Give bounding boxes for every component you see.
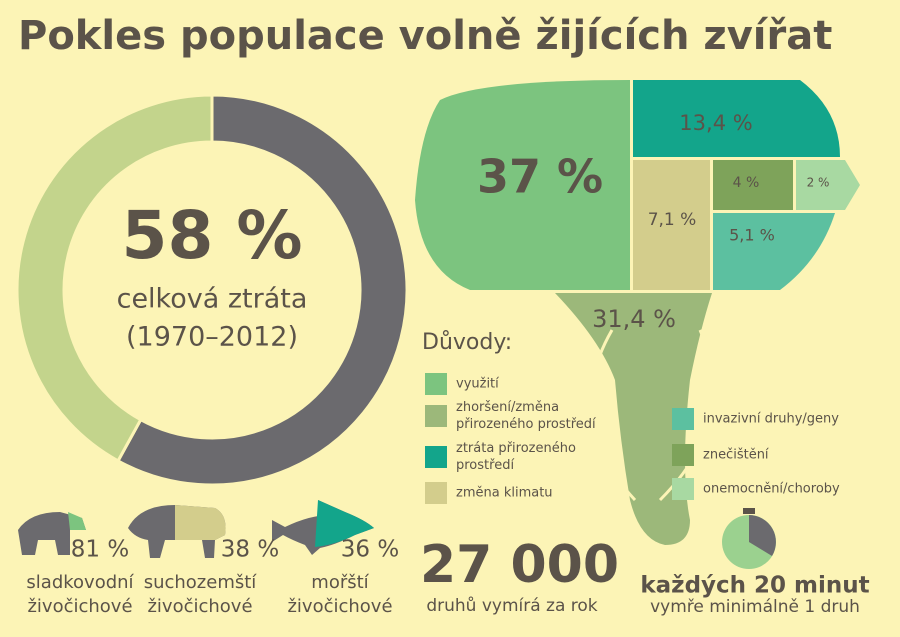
elephant-segment <box>713 160 793 210</box>
group-value: 38 % <box>221 537 279 563</box>
elephant-segment <box>796 160 860 210</box>
group-name: mořští <box>311 572 369 593</box>
donut-rest <box>15 93 214 463</box>
title: Pokles populace volně žijících zvířat <box>18 13 832 59</box>
legend-label: prostředí <box>456 458 514 473</box>
donut-loss <box>116 93 409 487</box>
legend-label: ztráta přirozeného <box>456 441 576 456</box>
group-name: sladkovodní <box>26 572 134 593</box>
group-value: 36 % <box>341 537 399 563</box>
clock-icon <box>722 508 776 569</box>
legend-swatch <box>425 373 447 395</box>
bison-icon <box>128 505 226 558</box>
group-name: suchozemští <box>144 572 258 593</box>
donut-caption: (1970–2012) <box>126 322 298 353</box>
dolphin-icon <box>272 500 374 555</box>
group-name: živočichové <box>27 596 132 617</box>
legend-label: invazivní druhy/geny <box>703 412 839 427</box>
group-name: živočichové <box>287 596 392 617</box>
legend-label: zhoršení/změna <box>456 400 559 415</box>
segment-label: 7,1 % <box>648 210 697 230</box>
legend-swatch <box>425 405 447 427</box>
segment-label: 2 % <box>807 176 830 190</box>
legend-swatch <box>672 478 694 500</box>
segment-label: 13,4 % <box>679 111 752 135</box>
elephant-segment <box>415 80 630 290</box>
group-name: živočichové <box>147 596 252 617</box>
legend-swatch <box>672 408 694 430</box>
legend-label: využití <box>456 377 499 392</box>
donut-caption: celková ztráta <box>117 284 308 315</box>
segment-label: 31,4 % <box>592 305 676 333</box>
legend-label: přirozeného prostředí <box>456 417 596 432</box>
legend-swatch <box>425 482 447 504</box>
group-value: 81 % <box>71 537 129 563</box>
donut-value: 58 % <box>122 197 303 274</box>
legend-label: onemocnění/choroby <box>703 482 840 497</box>
segment-label: 4 % <box>733 175 760 191</box>
species-caption: druhů vymírá za rok <box>426 596 597 616</box>
clock-title: každých 20 minut <box>640 573 869 599</box>
legend-label: znečištění <box>703 448 769 463</box>
legend-label: změna klimatu <box>456 486 553 501</box>
legend-swatch <box>672 444 694 466</box>
clock-caption: vymře minimálně 1 druh <box>650 597 860 617</box>
legend-title: Důvody: <box>422 330 512 355</box>
elephant-segment <box>633 80 840 157</box>
elephant-segment <box>713 213 835 290</box>
segment-label: 37 % <box>477 150 603 204</box>
fish-icon <box>18 512 86 555</box>
legend-swatch <box>425 446 447 468</box>
species-count: 27 000 <box>420 535 619 595</box>
tusk <box>589 329 637 502</box>
elephant-segment <box>633 160 710 290</box>
segment-label: 5,1 % <box>729 226 775 245</box>
